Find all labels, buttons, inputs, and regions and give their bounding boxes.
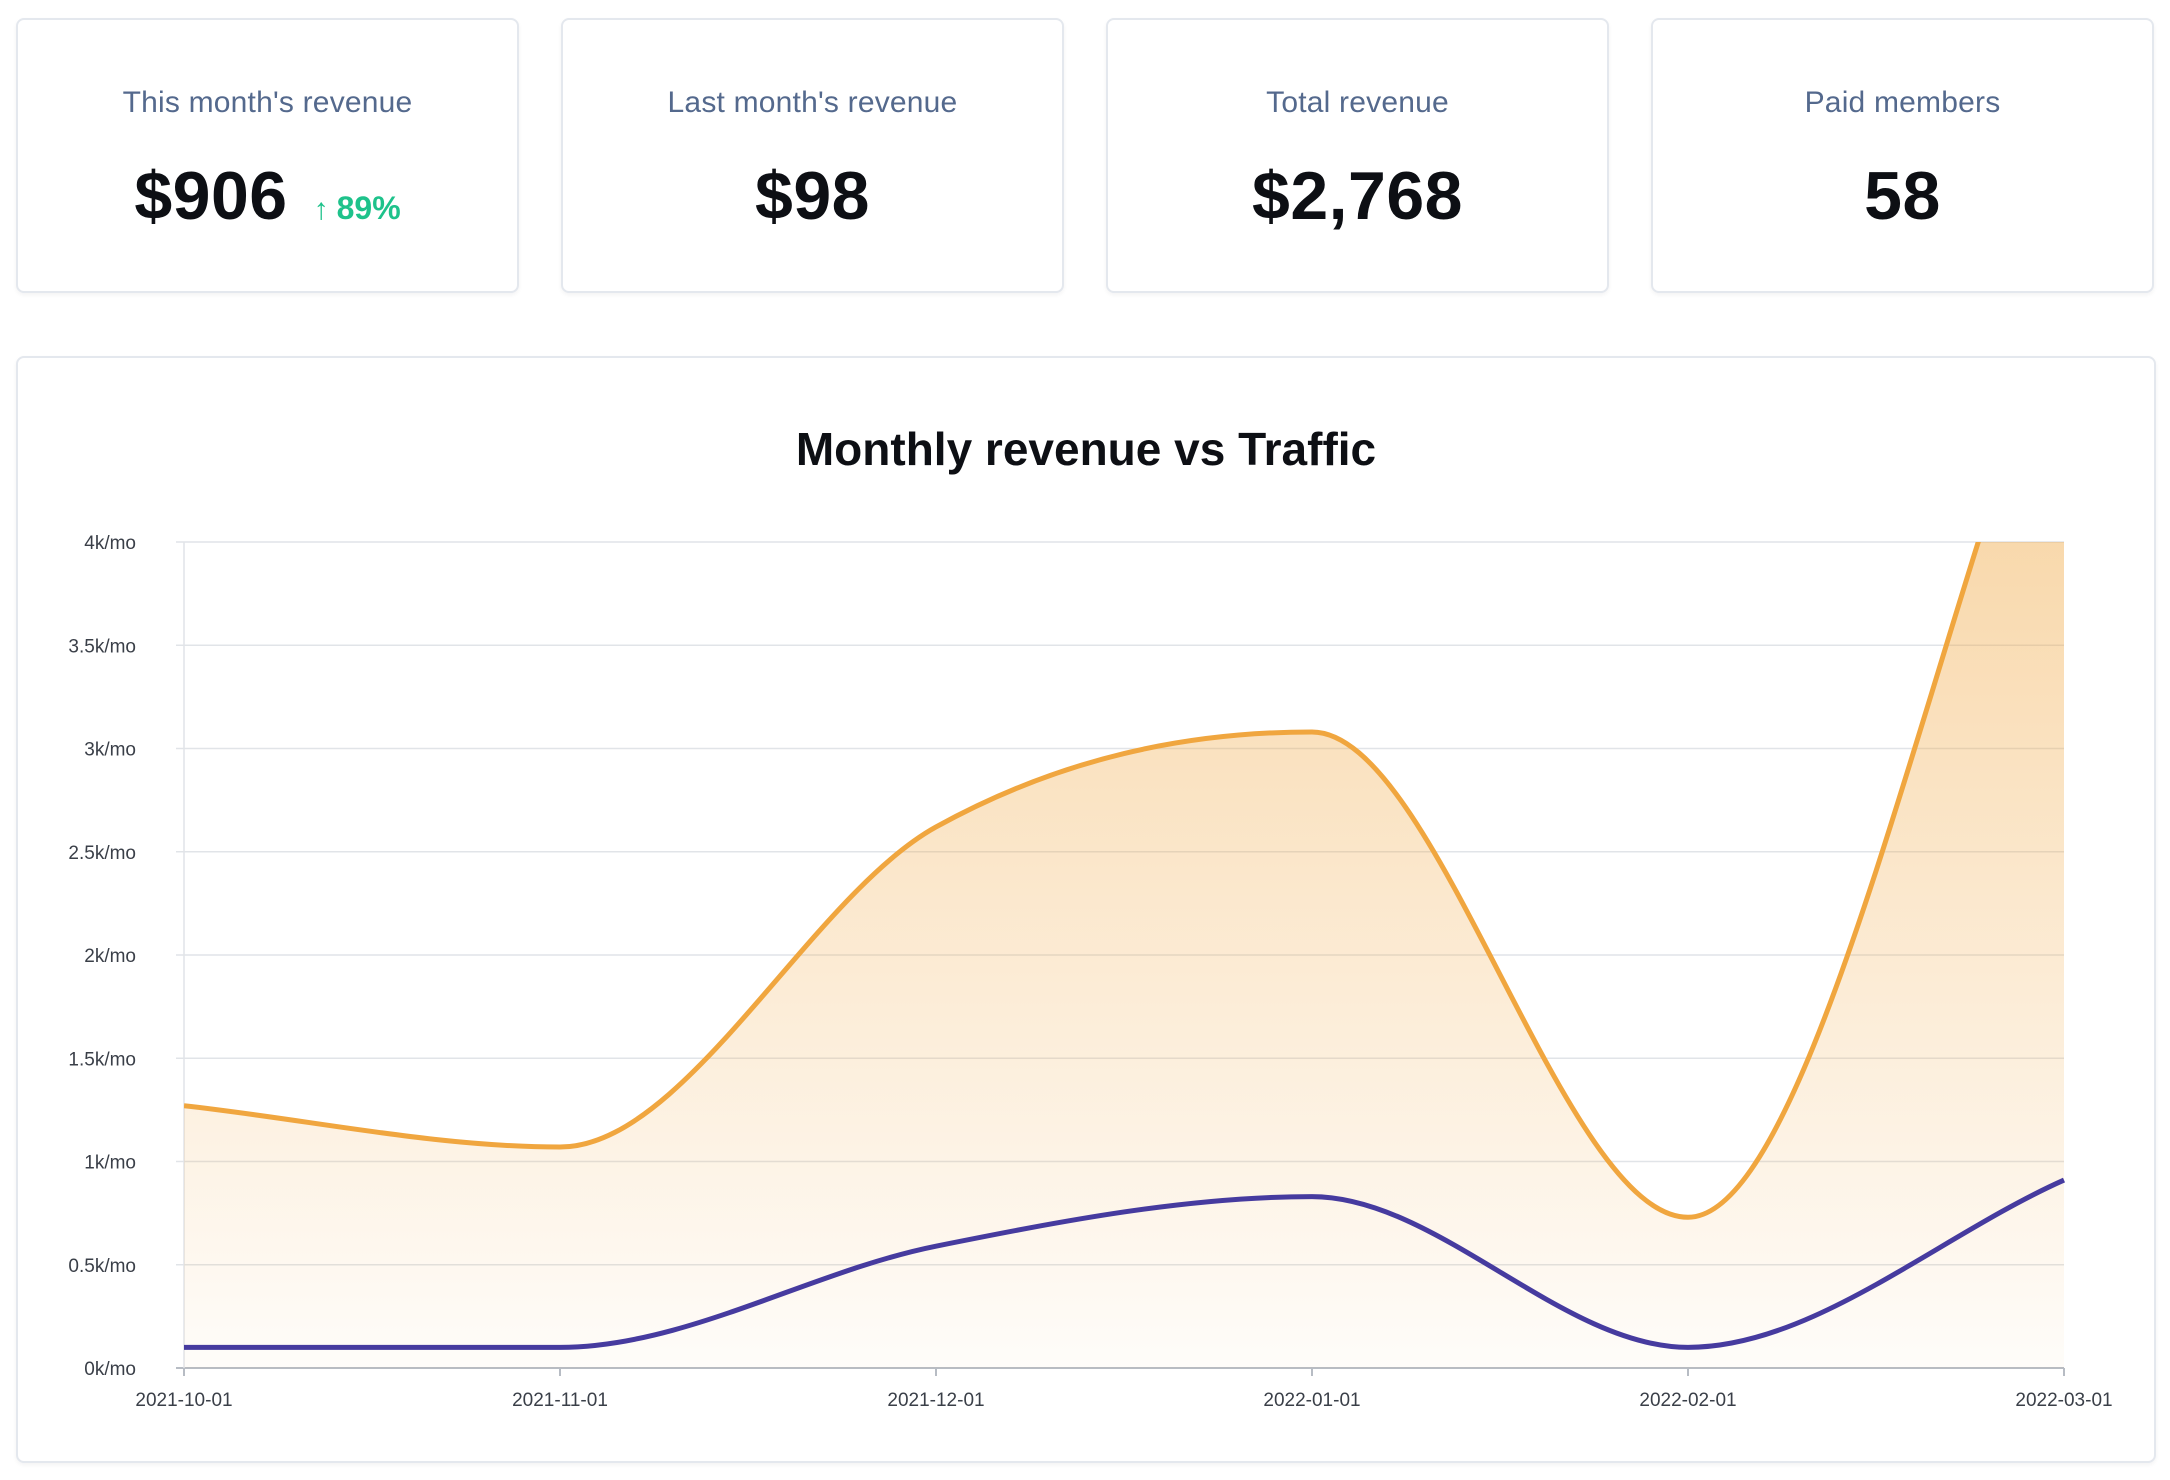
stat-change-value: 89%: [336, 190, 401, 226]
chart-card: Monthly revenue vs Traffic 0k/mo 0.5k/mo 1…: [16, 356, 2156, 1463]
stat-value: 58: [1864, 158, 1941, 234]
y-tick-label: 0k/mo: [84, 1359, 136, 1380]
x-tick-label: 2021-11-01: [512, 1390, 608, 1411]
stat-value: $2,768: [1252, 158, 1463, 234]
stat-value-row: $2,768: [1108, 162, 1607, 230]
revenue-line: [184, 1177, 2066, 1350]
stat-card-paid-members: Paid members 58: [1651, 18, 2154, 293]
stat-value: $906: [134, 158, 288, 234]
y-tick-label: 1k/mo: [84, 1153, 136, 1174]
stat-card-last-month-revenue: Last month's revenue $98: [561, 18, 1064, 293]
y-tick-label: 0.5k/mo: [68, 1256, 136, 1277]
stat-label: Last month's revenue: [667, 86, 958, 119]
x-tick-label: 2022-01-01: [1263, 1390, 1360, 1411]
x-tick-label: 2021-10-01: [135, 1390, 232, 1411]
stat-label: This month's revenue: [122, 86, 413, 119]
x-tick-label: 2022-03-01: [2015, 1390, 2112, 1411]
traffic-line: [184, 542, 1981, 1220]
stat-label: Total revenue: [1266, 86, 1449, 119]
stat-card-this-month-revenue: This month's revenue $906 ↑ 89%: [16, 18, 519, 293]
y-tick-label: 3.5k/mo: [68, 636, 136, 657]
stat-card-total-revenue: Total revenue $2,768: [1106, 18, 1609, 293]
traffic-area-fill: [184, 542, 2064, 1368]
x-tick-label: 2021-12-01: [887, 1390, 984, 1411]
y-tick-label: 2.5k/mo: [68, 843, 136, 864]
x-tick-label: 2022-02-01: [1639, 1390, 1736, 1411]
y-tick-label: 2k/mo: [84, 946, 136, 967]
stat-value: $98: [755, 158, 870, 234]
stat-value-row: 58: [1653, 162, 2152, 230]
y-tick-label: 4k/mo: [84, 533, 136, 554]
revenue-traffic-chart: 0k/mo 0.5k/mo 1k/mo 1.5k/mo 2k/mo 2.5k/mo 3k/m…: [68, 533, 2112, 1411]
chart-title: Monthly revenue vs Traffic: [795, 423, 1377, 475]
stat-label: Paid members: [1804, 86, 2001, 119]
arrow-up-icon: ↑: [313, 193, 329, 226]
y-tick-label: 1.5k/mo: [68, 1049, 136, 1070]
stat-value-row: $98: [563, 162, 1062, 230]
stat-value-row: $906 ↑ 89%: [18, 162, 517, 230]
stat-change-badge: ↑ 89%: [314, 192, 401, 225]
y-tick-label: 3k/mo: [84, 740, 136, 761]
